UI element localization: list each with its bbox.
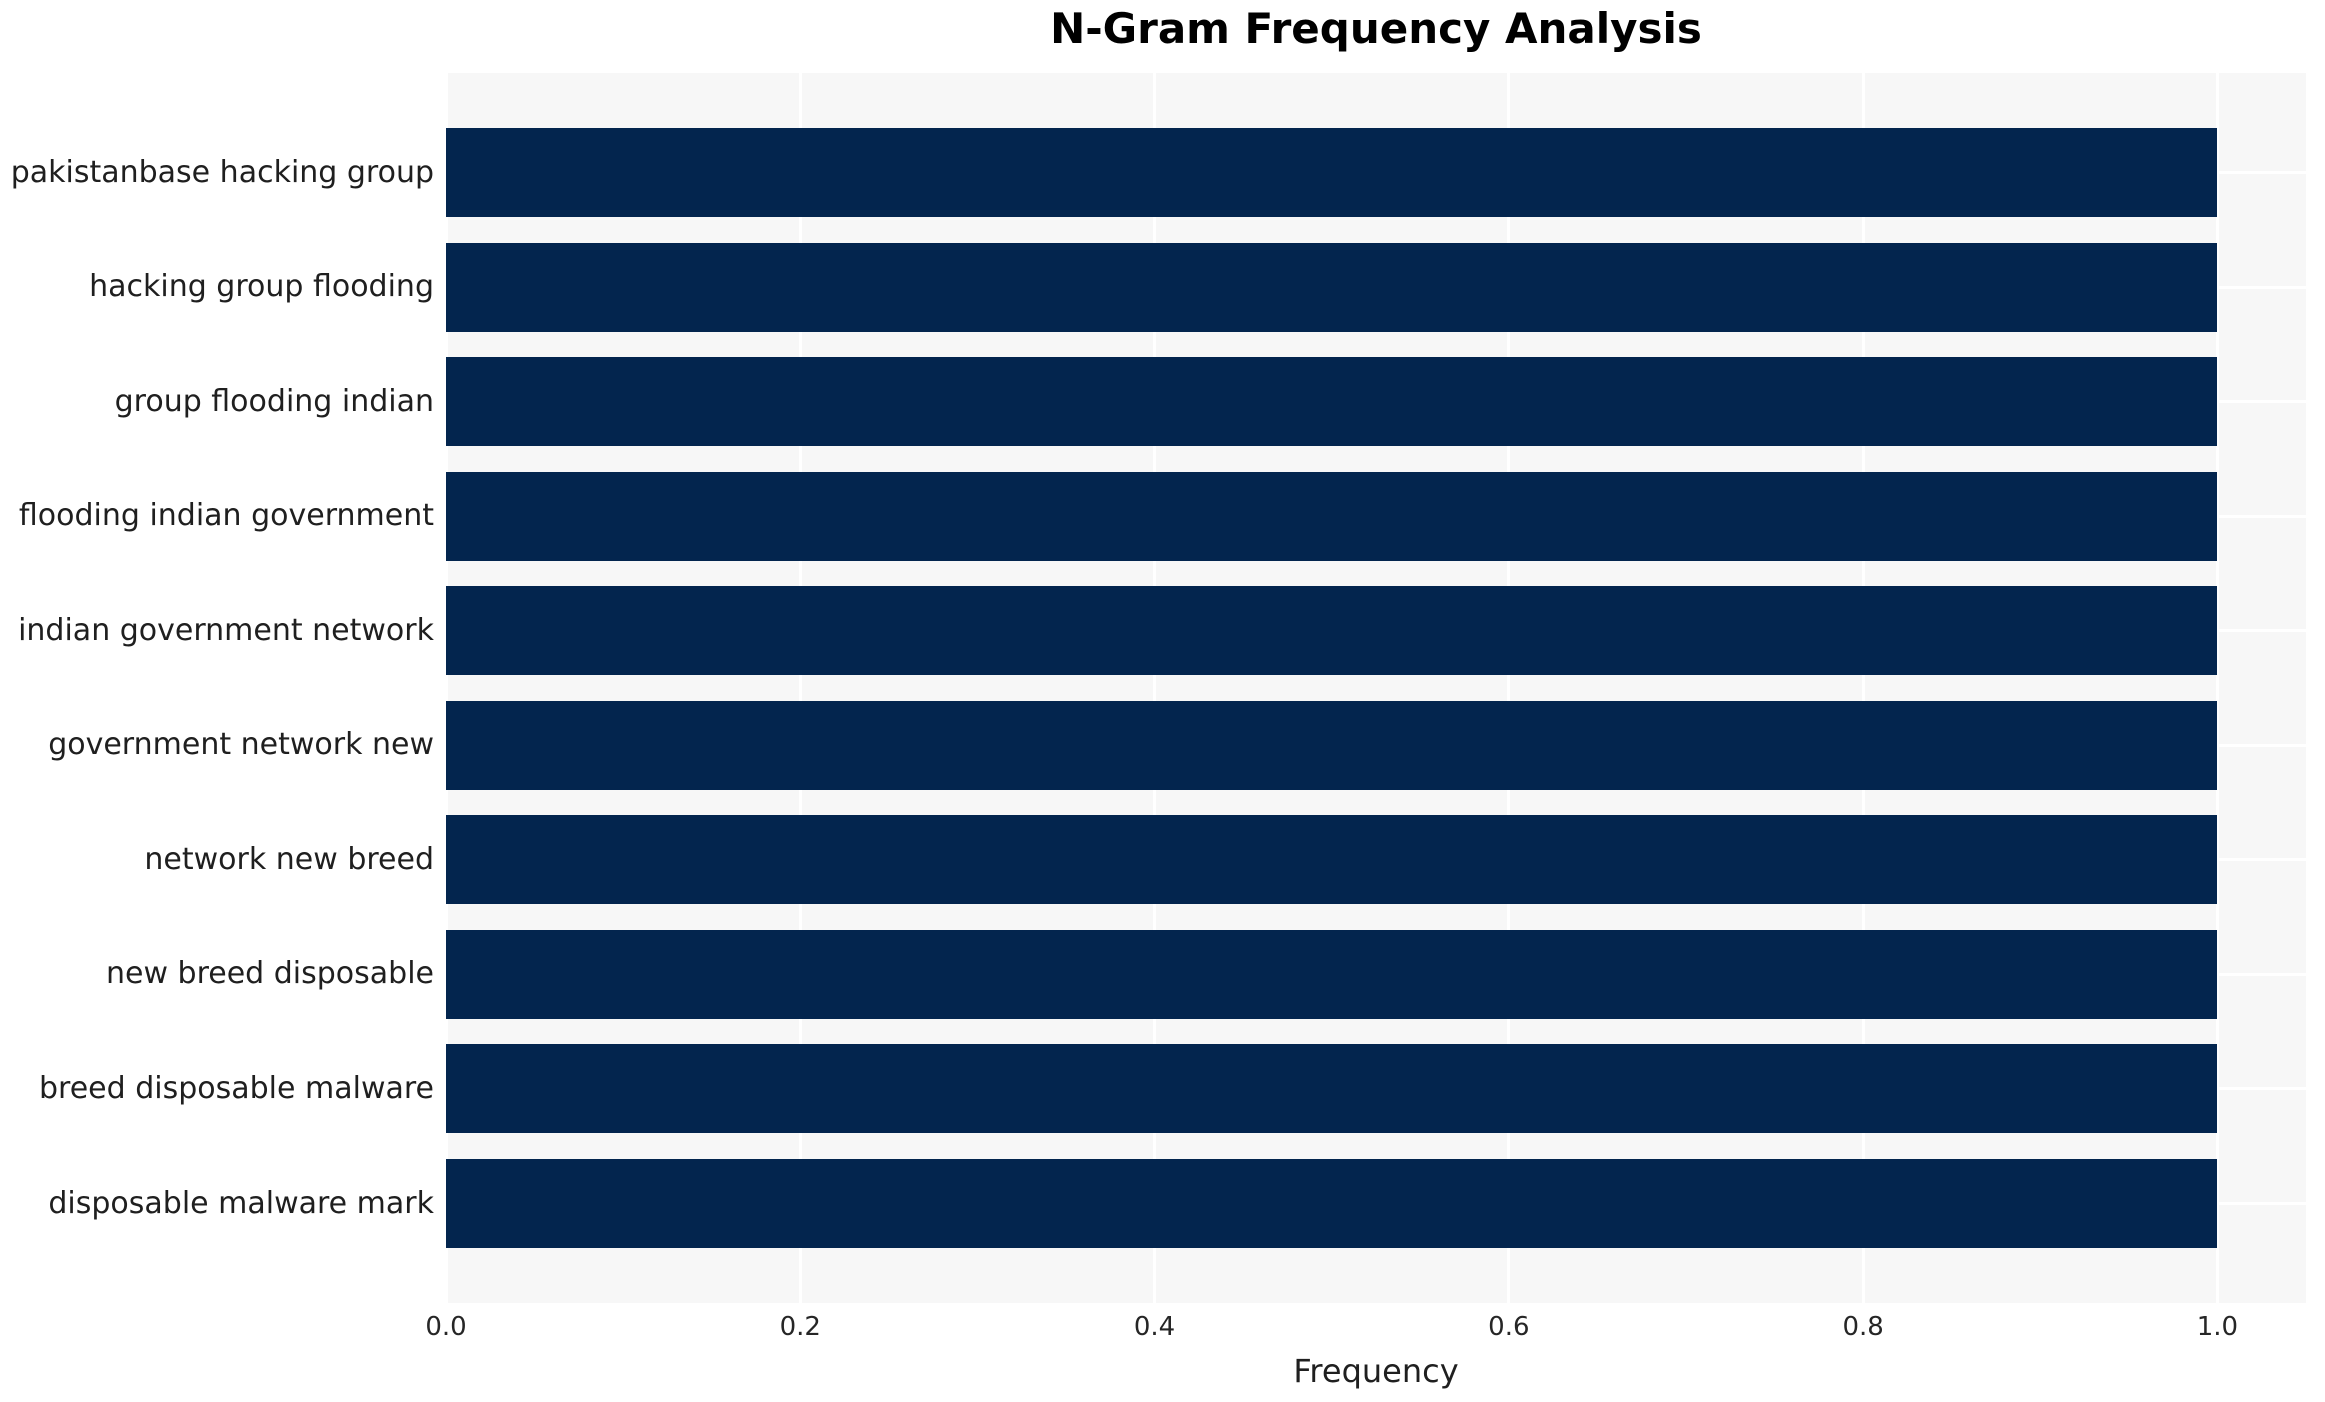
x-gridline	[1153, 73, 1157, 1303]
y-tick-label: network new breed	[144, 841, 434, 877]
x-tick-label: 0.6	[1488, 1312, 1530, 1342]
bar	[446, 929, 2218, 1019]
bar	[446, 128, 2218, 217]
plot-area	[444, 73, 2306, 1303]
bar	[446, 1159, 2218, 1248]
x-tick-label: 0.8	[1842, 1312, 1884, 1342]
y-tick-label: disposable malware mark	[48, 1185, 434, 1221]
y-tick-label: indian government network	[18, 612, 434, 648]
x-tick-label: 1.0	[2196, 1312, 2239, 1342]
x-tick-label: 0.2	[779, 1312, 821, 1342]
x-gridline	[1861, 73, 1865, 1303]
bar	[446, 242, 2218, 332]
chart-title: N-Gram Frequency Analysis	[1050, 4, 1702, 53]
y-tick-label: breed disposable malware	[39, 1070, 434, 1106]
y-tick-label: hacking group flooding	[89, 269, 434, 305]
bar	[446, 357, 2218, 447]
bar	[446, 700, 2218, 790]
y-tick-label: flooding indian government	[18, 498, 434, 534]
x-gridline	[444, 73, 448, 1303]
y-tick-label: government network new	[48, 727, 434, 763]
x-gridline	[1507, 73, 1511, 1303]
bar	[446, 471, 2218, 561]
x-tick-label: 0.0	[425, 1312, 467, 1342]
x-gridline	[798, 73, 802, 1303]
x-tick-label: 0.4	[1133, 1312, 1176, 1342]
x-axis-label: Frequency	[1293, 1352, 1459, 1390]
bar	[446, 586, 2218, 676]
y-tick-label: group flooding indian	[114, 383, 434, 419]
x-gridline	[2215, 73, 2219, 1303]
y-tick-label: pakistanbase hacking group	[10, 154, 434, 190]
bar	[446, 815, 2218, 905]
bar	[446, 1044, 2218, 1134]
y-tick-label: new breed disposable	[105, 956, 434, 992]
